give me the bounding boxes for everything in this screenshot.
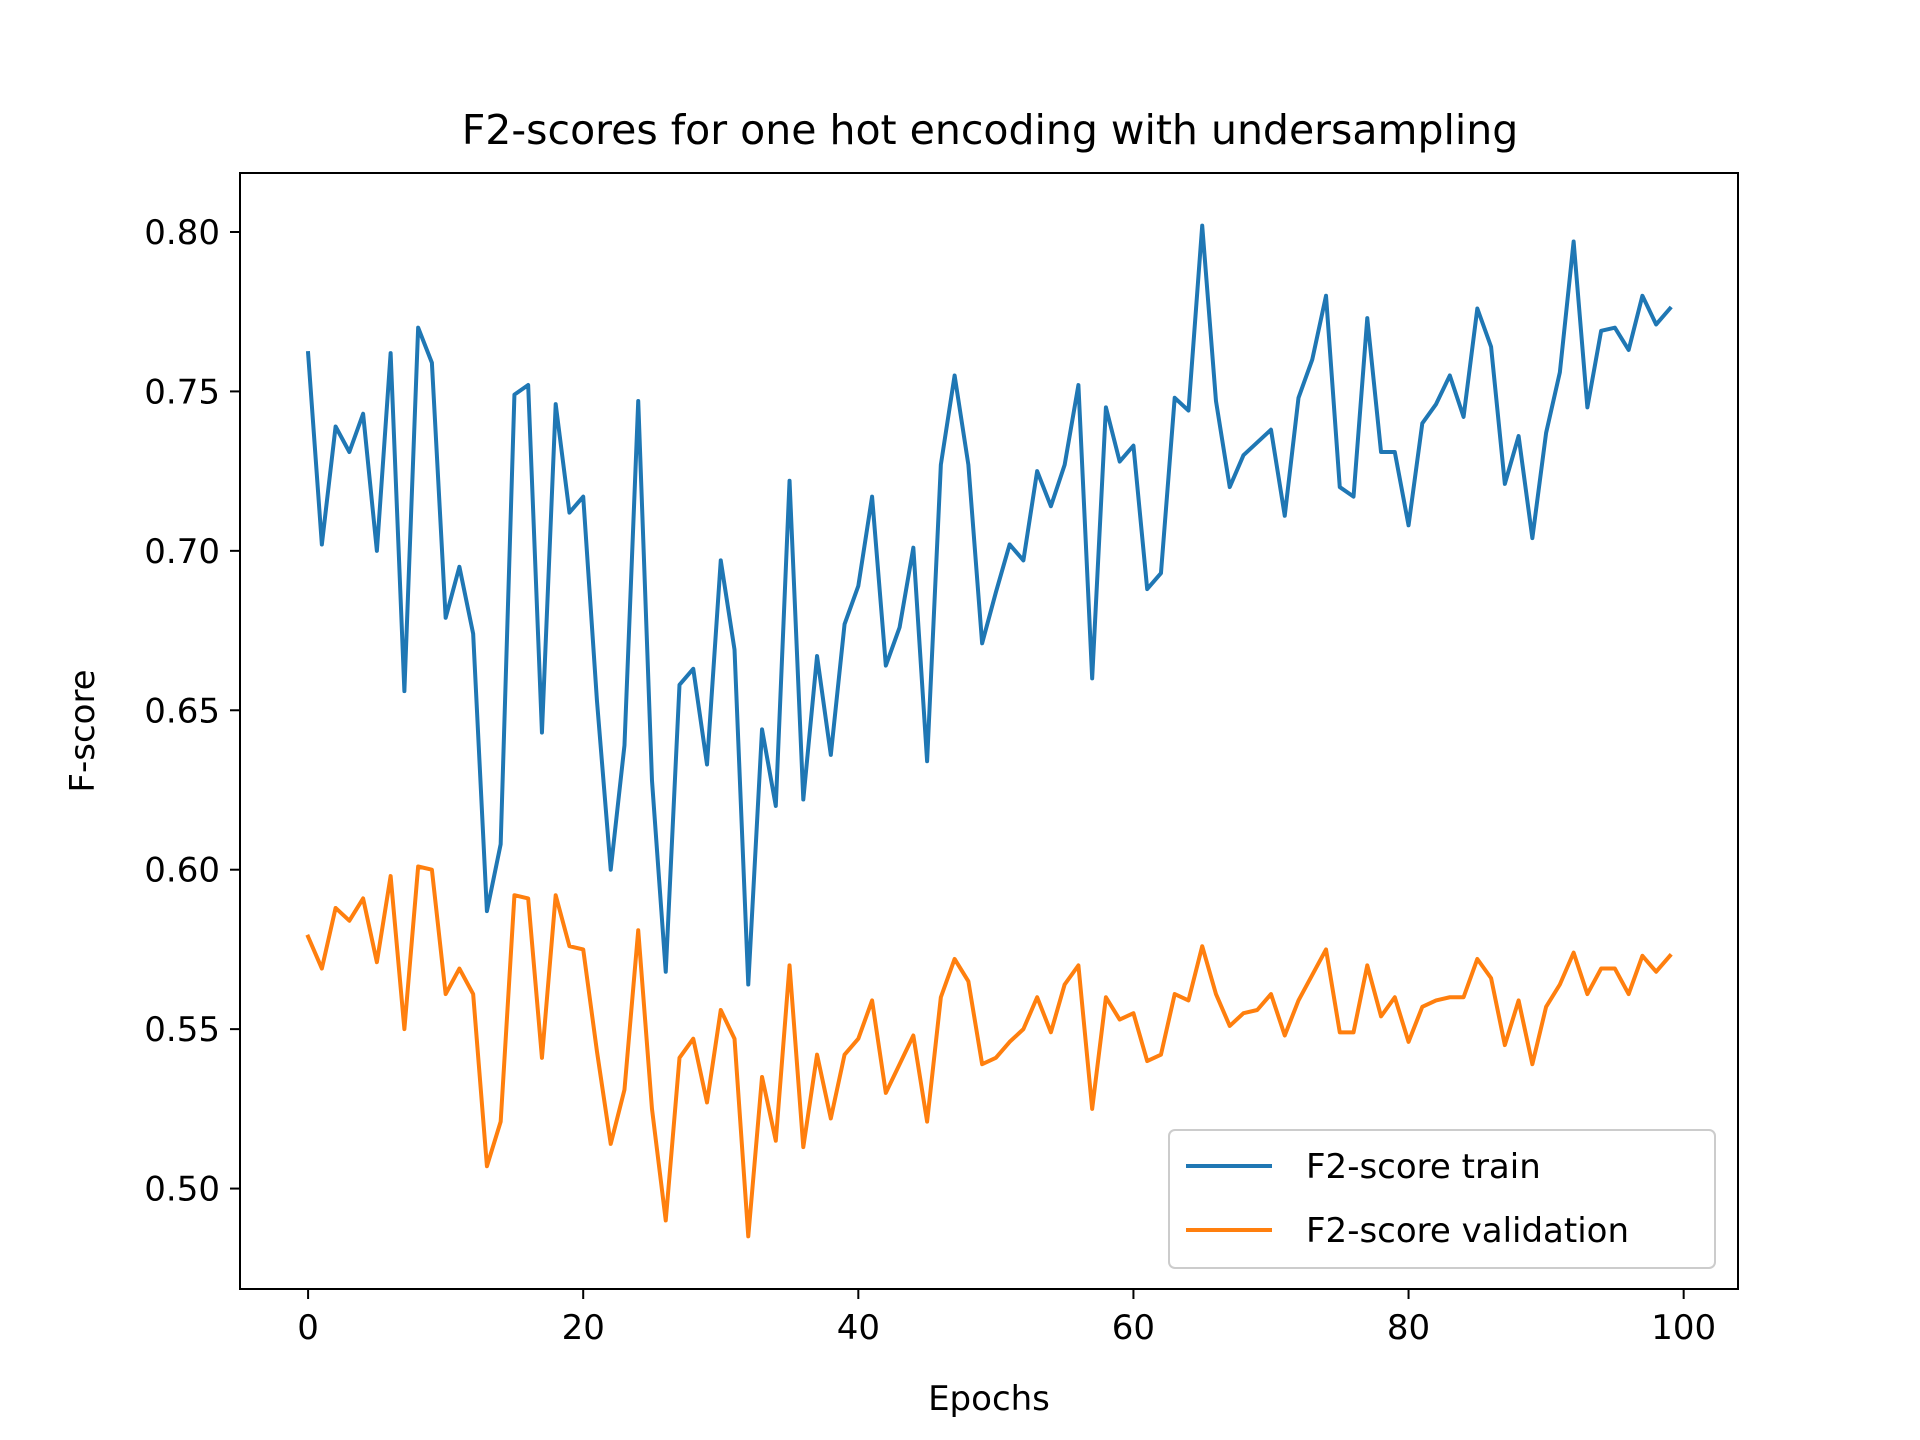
y-axis-label: F-score bbox=[63, 669, 103, 792]
y-tick-label: 0.60 bbox=[144, 851, 220, 891]
legend-box bbox=[1168, 1129, 1716, 1269]
axes-frame bbox=[239, 172, 1739, 1290]
x-tick-label: 40 bbox=[837, 1308, 880, 1348]
legend: F2-score train F2-score validation bbox=[1168, 1129, 1716, 1269]
chart-title: F2-scores for one hot encoding with unde… bbox=[462, 106, 1519, 154]
x-axis: 0 20 40 60 80 100 bbox=[297, 1289, 1716, 1348]
series-layer bbox=[305, 223, 1673, 1239]
x-tick-label: 20 bbox=[562, 1308, 605, 1348]
legend-label-train: F2-score train bbox=[1306, 1147, 1541, 1187]
x-tick-label: 0 bbox=[297, 1308, 319, 1348]
x-axis-label: Epochs bbox=[928, 1379, 1050, 1419]
x-tick-label: 100 bbox=[1651, 1308, 1716, 1348]
y-tick-label: 0.50 bbox=[144, 1170, 220, 1210]
legend-label-validation: F2-score validation bbox=[1306, 1211, 1629, 1251]
y-tick-label: 0.80 bbox=[144, 213, 220, 253]
y-axis: 0.50 0.55 0.60 0.65 0.70 0.75 0.80 bbox=[144, 213, 240, 1210]
y-tick-label: 0.75 bbox=[144, 372, 220, 412]
x-tick-label: 60 bbox=[1112, 1308, 1155, 1348]
x-tick-label: 80 bbox=[1387, 1308, 1430, 1348]
y-tick-label: 0.55 bbox=[144, 1010, 220, 1050]
y-tick-label: 0.70 bbox=[144, 532, 220, 572]
series-line-validation bbox=[305, 864, 1673, 1239]
series-line-train bbox=[305, 223, 1673, 987]
y-tick-label: 0.65 bbox=[144, 691, 220, 731]
